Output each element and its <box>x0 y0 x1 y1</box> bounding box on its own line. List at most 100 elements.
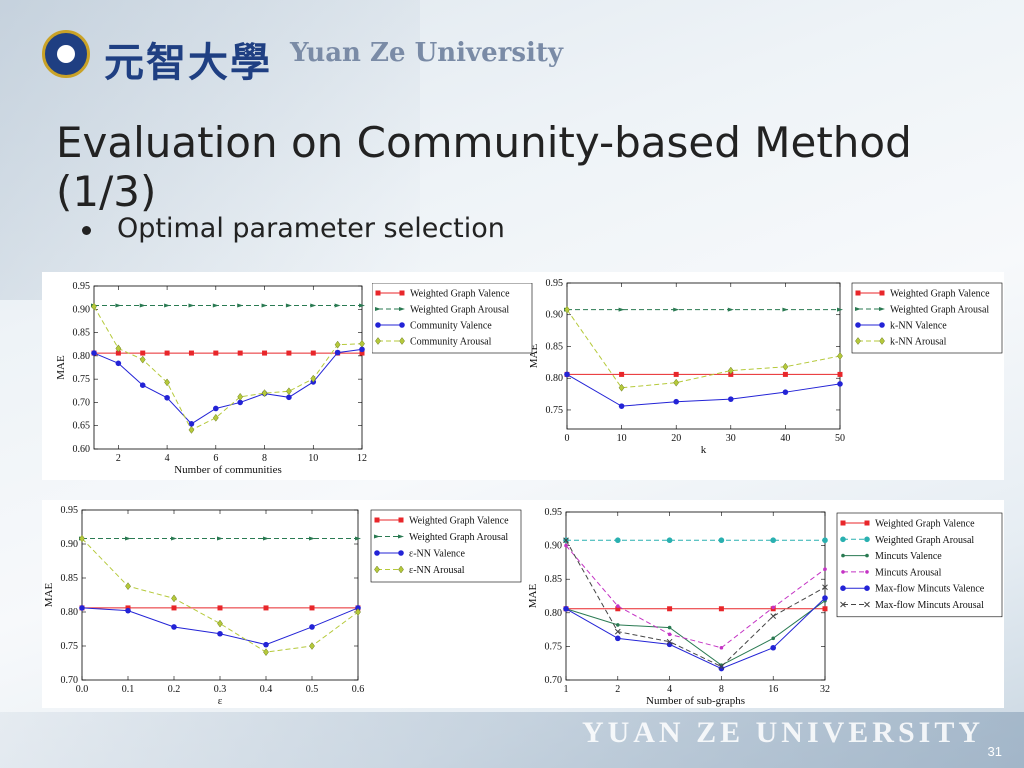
data-point <box>616 623 620 627</box>
data-point <box>188 421 195 427</box>
data-point <box>115 360 122 367</box>
data-point <box>727 366 734 375</box>
data-point <box>115 350 121 356</box>
x-tick-label: 32 <box>820 684 830 695</box>
data-point <box>822 537 828 544</box>
data-point <box>837 381 843 387</box>
legend-marker <box>864 601 870 608</box>
series-group <box>79 534 361 657</box>
x-tick-label: 12 <box>357 453 367 464</box>
logo-english-text: Yuan Ze University <box>290 38 564 68</box>
y-tick-label: 0.75 <box>61 641 79 652</box>
legend-marker <box>840 520 846 526</box>
data-point <box>164 394 170 401</box>
legend-marker <box>399 307 405 311</box>
x-tick-label: 0.5 <box>306 684 319 695</box>
data-point <box>217 619 223 628</box>
legend-marker <box>864 585 870 591</box>
legend-marker <box>398 517 404 523</box>
legend-entry: Weighted Graph Arousal <box>875 535 974 546</box>
data-point <box>125 607 131 614</box>
legend-marker <box>864 520 870 526</box>
data-point <box>666 537 673 544</box>
legend-marker <box>879 337 885 345</box>
plot-frame <box>565 511 826 681</box>
data-point <box>564 543 568 548</box>
legend-entry: Community Arousal <box>410 337 492 348</box>
data-point <box>334 303 341 308</box>
legend-entry: Mincuts Valence <box>875 551 942 562</box>
data-point <box>171 605 177 611</box>
data-point <box>615 537 621 544</box>
legend-entry: k-NN Valence <box>890 321 947 332</box>
data-point <box>171 536 177 541</box>
legend-marker <box>374 534 380 539</box>
x-tick-label: 30 <box>726 433 736 444</box>
series-group <box>564 371 843 409</box>
data-point <box>618 307 625 312</box>
data-point <box>286 350 292 356</box>
legend-marker <box>375 307 381 311</box>
data-point <box>616 604 620 608</box>
y-tick-label: 0.85 <box>545 574 563 585</box>
data-point <box>837 307 843 312</box>
y-tick-label: 0.80 <box>61 607 79 618</box>
data-point <box>125 536 131 541</box>
data-point <box>310 374 317 383</box>
y-tick-label: 0.65 <box>73 421 91 432</box>
data-point <box>334 340 341 349</box>
data-point <box>667 625 672 630</box>
data-point <box>666 638 673 645</box>
legend-marker <box>375 290 381 296</box>
y-tick-label: 0.90 <box>73 304 91 315</box>
data-point <box>188 303 195 308</box>
data-point <box>822 606 828 612</box>
data-point <box>261 303 268 308</box>
data-point <box>79 605 85 611</box>
data-point <box>823 567 827 571</box>
data-point <box>164 303 171 308</box>
data-point <box>212 413 219 422</box>
y-tick-label: 0.75 <box>545 641 563 652</box>
data-point <box>359 350 365 356</box>
data-point <box>673 307 680 312</box>
data-point <box>782 389 789 395</box>
data-point <box>359 346 365 353</box>
data-point <box>237 303 244 308</box>
legend-marker <box>374 550 380 556</box>
data-point <box>770 613 777 620</box>
data-point <box>771 605 775 610</box>
legend-entry: Weighted Graph Arousal <box>890 305 989 316</box>
y-tick-label: 0.85 <box>546 341 564 352</box>
data-point <box>263 641 269 648</box>
data-point <box>188 350 194 356</box>
data-point <box>237 399 243 406</box>
x-tick-label: 40 <box>780 433 790 444</box>
y-tick-label: 0.95 <box>61 505 79 516</box>
series-group <box>564 598 827 668</box>
legend-marker <box>398 550 404 556</box>
series-group <box>563 537 828 544</box>
y-tick-label: 0.90 <box>546 310 564 321</box>
data-point <box>285 303 292 308</box>
x-tick-label: 8 <box>262 453 267 464</box>
legend-entry: ε-NN Valence <box>409 549 465 560</box>
data-point <box>673 378 680 387</box>
data-point <box>564 371 570 378</box>
legend-marker <box>399 290 405 296</box>
data-point <box>359 303 365 308</box>
legend-marker <box>398 534 404 539</box>
data-point <box>309 624 315 630</box>
data-point <box>171 594 177 603</box>
x-tick-label: 0.3 <box>214 684 227 695</box>
footer-watermark: YUAN ZE UNIVERSITY <box>581 716 984 749</box>
data-point <box>262 350 268 356</box>
series-group <box>563 537 828 670</box>
legend-entry: Max-flow Mincuts Arousal <box>875 600 984 611</box>
legend-entry: Mincuts Arousal <box>875 567 942 578</box>
series-line <box>93 306 363 431</box>
legend-marker <box>840 601 846 608</box>
legend-marker <box>399 322 405 328</box>
university-seal-icon <box>42 30 90 78</box>
legend-entry: k-NN Arousal <box>890 337 947 348</box>
